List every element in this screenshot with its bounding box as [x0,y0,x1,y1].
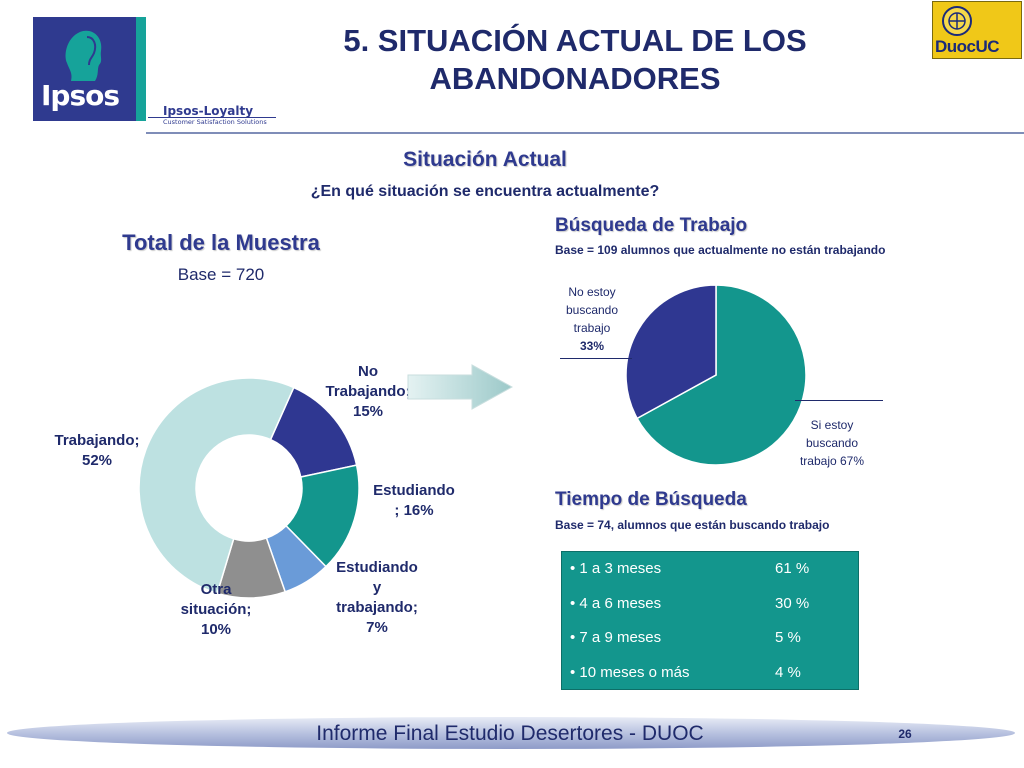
tiempo-title: Tiempo de Búsqueda [555,489,747,510]
page-number: 26 [898,727,912,741]
duoc-logo: DuocUC [932,1,1022,59]
table-row: • 10 meses o más 4 % [562,664,858,699]
ipsos-logo: Ipsos [33,17,146,121]
donut-label-line: Otra [200,581,232,598]
pie-leader-line-no [560,358,632,359]
duoc-logo-text: DuocUC [935,37,1000,56]
slice-trabajando [138,377,295,595]
donut-label-line: No [358,363,378,380]
donut-label-line: Estudiando [336,559,418,576]
pie-label-line: 33% [579,339,605,353]
ipsos-loyalty-label: Ipsos-Loyalty [163,104,254,118]
right-arrow-icon [407,364,514,410]
donut-label-line: ; 16% [394,502,434,519]
pie-label-si-buscando: Si estoy buscando trabajo 67% [792,416,872,470]
donut-label-line: Trabajando; [54,432,140,449]
pie-label-line: trabajo 67% [799,454,865,468]
table-row: • 7 a 9 meses 5 % [562,629,858,664]
donut-label-line: 10% [200,621,232,638]
donut-chart-base: Base = 720 [177,265,265,284]
page-title-line2: ABANDONADORES [429,61,721,96]
table-row-label: • 7 a 9 meses [570,629,662,646]
donut-label-line: Estudiando [373,482,455,499]
donut-label-estudiando: Estudiando ; 16% [362,481,466,521]
donut-label-line: y [372,579,382,596]
table-row: • 4 a 6 meses 30 % [562,595,858,630]
slice-no-estoy-buscando-trabajo [625,284,717,420]
page-title: 5. SITUACIÓN ACTUAL DE LOS ABANDONADORES [250,22,900,98]
slice-si-estoy-buscando-trabajo [636,284,807,466]
table-row-value: 5 % [775,629,801,646]
loyalty-divider [148,117,276,118]
header-divider [146,132,1024,134]
table-row-value: 4 % [775,663,801,681]
footer-text: Informe Final Estudio Desertores - DUOC [316,722,704,745]
pie-label-no-buscando: No estoy buscando trabajo 33% [552,283,632,355]
busqueda-base: Base = 109 alumnos que actualmente no es… [555,243,886,257]
pie-label-line: Si estoy [810,418,854,432]
donut-label-trabajando: Trabajando; 52% [40,431,154,471]
pie-leader-line-si [795,400,883,401]
footer-bar [7,717,1015,749]
donut-label-line: 7% [366,619,388,636]
page-title-line1: 5. SITUACIÓN ACTUAL DE LOS [343,23,807,58]
table-row-value: 61 % [775,560,810,577]
donut-label-line: situación; [180,601,252,618]
donut-label-line: Trabajando; [325,383,411,400]
table-row: • 1 a 3 meses 61 % [562,560,858,595]
ipsos-logo-text: Ipsos [41,79,120,112]
donut-label-line: trabajando; [336,599,418,616]
pie-label-line: buscando [565,303,619,317]
duoc-seal-icon [942,6,972,36]
tiempo-base: Base = 74, alumnos que están buscando tr… [555,518,830,532]
ipsos-head-icon [65,30,102,81]
pie-label-line: trabajo [573,321,611,335]
donut-label-otra-situacion: Otra situación; 10% [166,580,266,640]
donut-label-line: 52% [81,452,113,469]
pie-label-line: No estoy [568,285,616,299]
busqueda-title: Búsqueda de Trabajo [555,215,748,236]
table-row-value: 30 % [775,594,810,612]
ipsos-loyalty-sub: Customer Satisfaction Solutions [163,118,267,126]
pie-label-line: buscando [805,436,859,450]
section-question: ¿En qué situación se encuentra actualmen… [310,183,660,200]
section-title: Situación Actual [403,148,567,171]
table-row-label: • 1 a 3 meses [570,560,662,577]
donut-chart-title: Total de la Muestra [122,230,320,255]
table-row-label: • 4 a 6 meses [570,594,662,612]
tiempo-table: • 1 a 3 meses 61 % • 4 a 6 meses 30 % • … [561,551,859,690]
donut-label-estudiando-trabajando: Estudiando y trabajando; 7% [322,558,432,638]
donut-label-line: 15% [352,403,384,420]
table-row-label: • 10 meses o más [570,663,690,681]
donut-label-no-trabajando: No Trabajando; 15% [318,362,418,422]
